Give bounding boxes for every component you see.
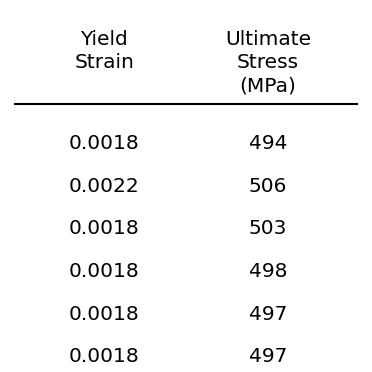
Text: 498: 498	[248, 262, 287, 281]
Text: 494: 494	[248, 134, 287, 153]
Text: 0.0018: 0.0018	[69, 219, 140, 238]
Text: 506: 506	[248, 177, 287, 196]
Text: 0.0018: 0.0018	[69, 262, 140, 281]
Text: 0.0018: 0.0018	[69, 305, 140, 324]
Text: 0.0018: 0.0018	[69, 134, 140, 153]
Text: 0.0022: 0.0022	[69, 177, 140, 196]
Text: Ultimate
Stress
(MPa): Ultimate Stress (MPa)	[225, 30, 311, 96]
Text: 503: 503	[248, 219, 287, 238]
Text: Yield
Strain: Yield Strain	[74, 30, 134, 72]
Text: 0.0018: 0.0018	[69, 347, 140, 366]
Text: 497: 497	[248, 305, 287, 324]
Text: 497: 497	[248, 347, 287, 366]
